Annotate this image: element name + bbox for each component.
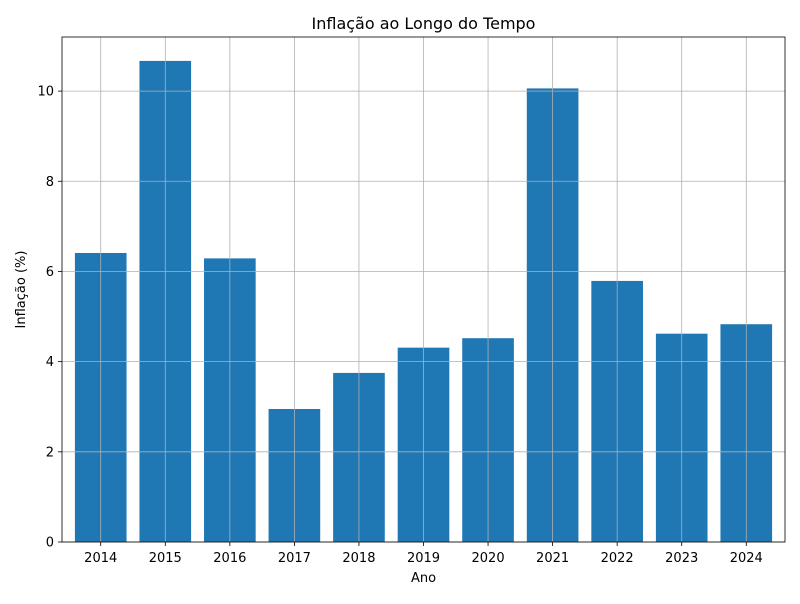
x-tick-label: 2014: [84, 551, 117, 566]
x-tick-label: 2022: [601, 551, 634, 566]
x-tick-label: 2024: [730, 551, 763, 566]
x-tick-label: 2021: [536, 551, 569, 566]
y-axis-label: Inflação (%): [14, 251, 29, 329]
tick-layer: 2014 2015 2016 2017 2018 2019 2020 2021 2022 2023…: [37, 85, 762, 566]
y-tick-label: 10: [37, 85, 54, 100]
y-tick-label: 6: [46, 265, 54, 280]
x-tick-label: 2020: [472, 551, 505, 566]
chart-title: Inflação ao Longo do Tempo: [312, 14, 536, 33]
y-tick-label: 8: [46, 175, 54, 190]
x-tick-label: 2016: [213, 551, 246, 566]
x-tick-label: 2015: [149, 551, 182, 566]
y-tick-label: 4: [46, 355, 54, 370]
x-tick-label: 2023: [665, 551, 698, 566]
bar-layer: [62, 37, 785, 543]
x-tick-label: 2019: [407, 551, 440, 566]
y-tick-label: 0: [46, 536, 54, 551]
x-axis-label: Ano: [411, 571, 436, 586]
x-tick-label: 2018: [342, 551, 375, 566]
x-tick-label: 2017: [278, 551, 311, 566]
y-tick-label: 2: [46, 445, 54, 460]
